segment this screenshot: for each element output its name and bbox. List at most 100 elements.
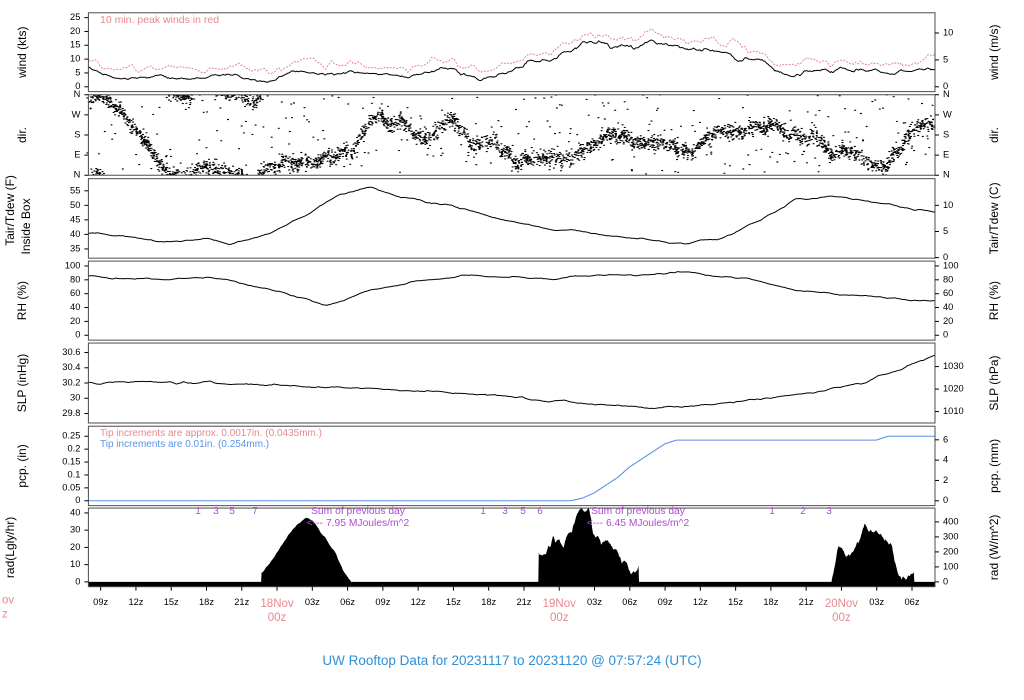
svg-text:E: E <box>74 150 80 160</box>
svg-text:12z: 12z <box>411 597 426 607</box>
svg-text:3: 3 <box>213 506 219 517</box>
svg-text:60: 60 <box>70 288 80 298</box>
svg-text:15z: 15z <box>446 597 461 607</box>
svg-text:09z: 09z <box>93 597 108 607</box>
svg-text:03z: 03z <box>305 597 320 607</box>
svg-text:25: 25 <box>70 12 80 22</box>
svg-text:20: 20 <box>943 316 953 326</box>
svg-text:wind (m/s): wind (m/s) <box>987 25 1001 81</box>
svg-text:N: N <box>74 170 81 180</box>
svg-text:5: 5 <box>520 506 526 517</box>
svg-text:1010: 1010 <box>943 406 964 416</box>
svg-text:12z: 12z <box>128 597 143 607</box>
svg-text:35: 35 <box>70 243 80 253</box>
svg-text:dir.: dir. <box>15 127 29 143</box>
svg-text:SLP (hPa): SLP (hPa) <box>987 355 1001 410</box>
svg-text:15z: 15z <box>164 597 179 607</box>
svg-text:40: 40 <box>70 302 80 312</box>
svg-text:Tair/Tdew (F): Tair/Tdew (F) <box>3 175 17 246</box>
svg-text:0: 0 <box>943 330 948 340</box>
svg-text:RH (%): RH (%) <box>15 281 29 320</box>
svg-text:Sum of previous day: Sum of previous day <box>311 506 406 517</box>
svg-text:20: 20 <box>70 316 80 326</box>
svg-text:03z: 03z <box>869 597 884 607</box>
svg-text:300: 300 <box>943 531 959 541</box>
svg-text:100: 100 <box>943 561 959 571</box>
svg-text:W: W <box>943 109 952 119</box>
svg-text:0: 0 <box>75 576 80 586</box>
svg-text:06z: 06z <box>622 597 637 607</box>
svg-text:5: 5 <box>943 54 948 64</box>
svg-text:dir.: dir. <box>987 127 1001 143</box>
svg-text:N: N <box>943 170 950 180</box>
svg-text:21z: 21z <box>516 597 531 607</box>
svg-text:4: 4 <box>943 455 948 465</box>
svg-text:80: 80 <box>70 274 80 284</box>
svg-text:Tip increments are 0.01in. (0.: Tip increments are 0.01in. (0.254mm.) <box>100 439 269 450</box>
svg-text:06z: 06z <box>904 597 919 607</box>
svg-text:1: 1 <box>195 506 201 517</box>
svg-text:SLP (inHg): SLP (inHg) <box>15 354 29 412</box>
svg-text:60: 60 <box>943 288 953 298</box>
svg-text:21z: 21z <box>799 597 814 607</box>
svg-text:N: N <box>74 89 81 99</box>
svg-text:0.05: 0.05 <box>62 482 80 492</box>
svg-text:6: 6 <box>537 506 543 517</box>
svg-text:29.8: 29.8 <box>62 408 80 418</box>
svg-text:0: 0 <box>75 495 80 505</box>
svg-text:30: 30 <box>70 525 80 535</box>
svg-text:UW Rooftop Data for 20231117: UW Rooftop Data for 20231117 to 20231120… <box>322 653 701 668</box>
svg-text:80: 80 <box>943 274 953 284</box>
svg-text:<--- 6.45 MJoules/m^2: <--- 6.45 MJoules/m^2 <box>587 518 690 529</box>
svg-text:pcp. (in): pcp. (in) <box>15 444 29 487</box>
svg-text:1: 1 <box>480 506 486 517</box>
svg-text:0.25: 0.25 <box>62 431 80 441</box>
svg-text:ov: ov <box>2 595 14 607</box>
svg-text:18Nov: 18Nov <box>260 598 293 610</box>
svg-text:2: 2 <box>800 506 806 517</box>
svg-text:100: 100 <box>65 260 81 270</box>
svg-text:1: 1 <box>769 506 775 517</box>
svg-text:3: 3 <box>826 506 832 517</box>
svg-text:400: 400 <box>943 516 959 526</box>
svg-text:40: 40 <box>943 302 953 312</box>
svg-text:30: 30 <box>70 393 80 403</box>
svg-text:10: 10 <box>943 200 953 210</box>
svg-text:10: 10 <box>70 559 80 569</box>
svg-text:1030: 1030 <box>943 361 964 371</box>
svg-text:09z: 09z <box>375 597 390 607</box>
svg-text:5: 5 <box>229 506 235 517</box>
svg-text:6: 6 <box>943 434 948 444</box>
svg-text:200: 200 <box>943 546 959 556</box>
svg-text:1020: 1020 <box>943 384 964 394</box>
svg-text:12z: 12z <box>693 597 708 607</box>
svg-text:0.2: 0.2 <box>67 444 80 454</box>
svg-text:pcp. (mm): pcp. (mm) <box>987 439 1001 493</box>
svg-text:09z: 09z <box>658 597 673 607</box>
svg-text:00z: 00z <box>832 612 851 624</box>
svg-text:40: 40 <box>70 229 80 239</box>
svg-text:rad (W/m^2): rad (W/m^2) <box>987 515 1001 581</box>
svg-text:W: W <box>72 109 81 119</box>
svg-text:20: 20 <box>70 26 80 36</box>
svg-text:20: 20 <box>70 542 80 552</box>
svg-text:10: 10 <box>943 27 953 37</box>
svg-text:5: 5 <box>943 226 948 236</box>
svg-text:z: z <box>2 609 8 621</box>
svg-text:Inside Box: Inside Box <box>19 198 33 254</box>
svg-text:30.2: 30.2 <box>62 377 80 387</box>
svg-text:Tip increments are approx. 0.0: Tip increments are approx. 0.0017in. (0.… <box>100 428 322 439</box>
svg-text:15z: 15z <box>728 597 743 607</box>
svg-text:Tair/Tdew (C): Tair/Tdew (C) <box>987 182 1001 254</box>
svg-text:3: 3 <box>502 506 508 517</box>
svg-text:0: 0 <box>75 330 80 340</box>
svg-text:18z: 18z <box>763 597 778 607</box>
svg-text:18z: 18z <box>199 597 214 607</box>
svg-text:5: 5 <box>75 67 80 77</box>
svg-text:15: 15 <box>70 40 80 50</box>
svg-text:00z: 00z <box>268 612 287 624</box>
svg-text:03z: 03z <box>587 597 602 607</box>
svg-text:45: 45 <box>70 214 80 224</box>
svg-text:0: 0 <box>943 576 948 586</box>
svg-text:06z: 06z <box>340 597 355 607</box>
